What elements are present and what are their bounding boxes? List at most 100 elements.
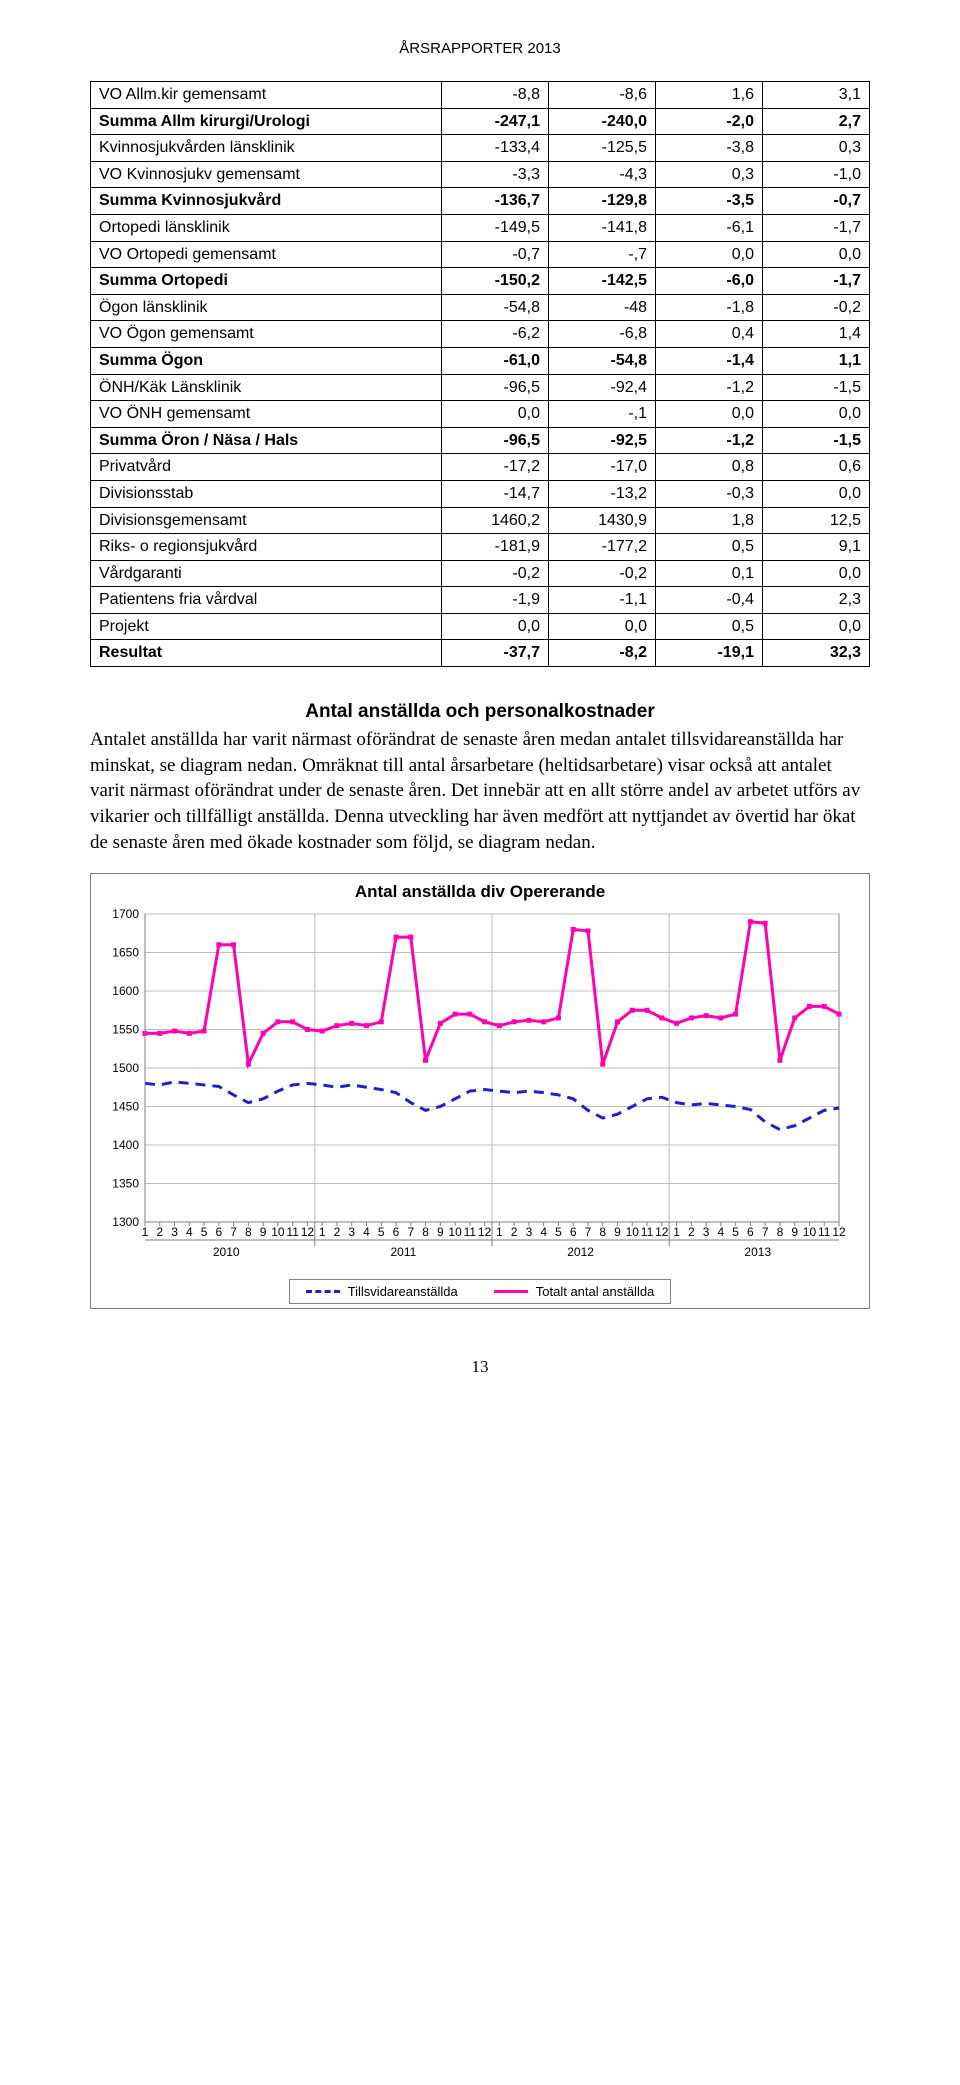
legend-swatch [306, 1290, 340, 1293]
row-value: -,1 [549, 401, 656, 428]
row-value: 9,1 [763, 534, 870, 561]
row-value: 3,1 [763, 82, 870, 109]
row-value: -6,8 [549, 321, 656, 348]
svg-text:7: 7 [407, 1225, 414, 1239]
body-text: Antalet anställda har varit närmast oför… [90, 727, 870, 855]
row-value: -92,5 [549, 427, 656, 454]
row-value: 1430,9 [549, 507, 656, 534]
row-value: -133,4 [442, 135, 549, 162]
svg-text:9: 9 [437, 1225, 444, 1239]
row-value: -8,8 [442, 82, 549, 109]
row-label: Summa Ögon [91, 347, 442, 374]
svg-text:11: 11 [818, 1225, 831, 1239]
table-row: Patientens fria vårdval-1,9-1,1-0,42,3 [91, 587, 870, 614]
svg-text:4: 4 [540, 1225, 547, 1239]
row-label: VO Ortopedi gemensamt [91, 241, 442, 268]
svg-text:7: 7 [585, 1225, 592, 1239]
svg-text:6: 6 [393, 1225, 400, 1239]
table-row: Divisionsstab-14,7-13,2-0,30,0 [91, 480, 870, 507]
row-value: -0,2 [442, 560, 549, 587]
row-label: Resultat [91, 640, 442, 667]
row-value: -142,5 [549, 268, 656, 295]
svg-text:1650: 1650 [112, 946, 139, 960]
svg-text:1550: 1550 [112, 1023, 139, 1037]
svg-text:1450: 1450 [112, 1100, 139, 1114]
table-row: VO Allm.kir gemensamt-8,8-8,61,63,1 [91, 82, 870, 109]
row-value: 1,6 [656, 82, 763, 109]
row-value: -6,0 [656, 268, 763, 295]
row-value: -,7 [549, 241, 656, 268]
legend-label: Tillsvidareanställda [348, 1284, 458, 1299]
svg-text:8: 8 [245, 1225, 252, 1239]
svg-text:1500: 1500 [112, 1061, 139, 1075]
svg-text:12: 12 [301, 1225, 315, 1239]
finance-table: VO Allm.kir gemensamt-8,8-8,61,63,1Summa… [90, 81, 870, 667]
row-value: -8,2 [549, 640, 656, 667]
row-value: 1,8 [656, 507, 763, 534]
svg-text:10: 10 [271, 1225, 285, 1239]
row-value: -92,4 [549, 374, 656, 401]
row-value: -1,4 [656, 347, 763, 374]
table-row: Summa Allm kirurgi/Urologi-247,1-240,0-2… [91, 108, 870, 135]
chart-title: Antal anställda div Opererande [99, 882, 861, 902]
row-value: -0,4 [656, 587, 763, 614]
svg-text:1: 1 [496, 1225, 503, 1239]
legend-label: Totalt antal anställda [536, 1284, 655, 1299]
row-value: -17,2 [442, 454, 549, 481]
row-label: VO Allm.kir gemensamt [91, 82, 442, 109]
table-row: Vårdgaranti-0,2-0,20,10,0 [91, 560, 870, 587]
svg-text:10: 10 [803, 1225, 817, 1239]
svg-text:2: 2 [334, 1225, 341, 1239]
svg-text:7: 7 [230, 1225, 237, 1239]
row-label: Summa Ortopedi [91, 268, 442, 295]
row-value: -48 [549, 294, 656, 321]
row-value: 0,0 [763, 613, 870, 640]
row-value: -181,9 [442, 534, 549, 561]
row-value: 12,5 [763, 507, 870, 534]
row-value: -19,1 [656, 640, 763, 667]
row-label: Summa Allm kirurgi/Urologi [91, 108, 442, 135]
svg-text:5: 5 [732, 1225, 739, 1239]
svg-text:1350: 1350 [112, 1177, 139, 1191]
table-row: Summa Ögon-61,0-54,8-1,41,1 [91, 347, 870, 374]
row-value: -1,8 [656, 294, 763, 321]
svg-text:2: 2 [156, 1225, 163, 1239]
svg-text:12: 12 [832, 1225, 846, 1239]
row-value: 32,3 [763, 640, 870, 667]
chart-legend: Tillsvidareanställda Totalt antal anställ… [289, 1279, 672, 1304]
row-label: VO Kvinnosjukv gemensamt [91, 161, 442, 188]
row-label: Patientens fria vårdval [91, 587, 442, 614]
row-value: -17,0 [549, 454, 656, 481]
section-title: Antal anställda och personalkostnader [90, 701, 870, 723]
row-value: -0,2 [549, 560, 656, 587]
row-label: Summa Öron / Näsa / Hals [91, 427, 442, 454]
svg-text:9: 9 [791, 1225, 798, 1239]
row-value: -1,5 [763, 427, 870, 454]
row-value: -6,2 [442, 321, 549, 348]
svg-text:11: 11 [286, 1225, 299, 1239]
page-number: 13 [90, 1357, 870, 1377]
row-value: 0,0 [656, 401, 763, 428]
svg-text:2012: 2012 [567, 1245, 594, 1259]
table-row: Summa Öron / Näsa / Hals-96,5-92,5-1,2-1… [91, 427, 870, 454]
row-value: 0,8 [656, 454, 763, 481]
svg-text:9: 9 [614, 1225, 621, 1239]
svg-text:4: 4 [186, 1225, 193, 1239]
row-value: 1,1 [763, 347, 870, 374]
row-value: 2,7 [763, 108, 870, 135]
row-value: 0,0 [656, 241, 763, 268]
svg-text:5: 5 [201, 1225, 208, 1239]
chart-svg: 1300135014001450150015501600165017001234… [99, 908, 849, 1268]
table-row: Privatvård-17,2-17,00,80,6 [91, 454, 870, 481]
svg-text:12: 12 [478, 1225, 492, 1239]
table-row: Summa Kvinnosjukvård-136,7-129,8-3,5-0,7 [91, 188, 870, 215]
row-label: Kvinnosjukvården länsklinik [91, 135, 442, 162]
row-value: -149,5 [442, 214, 549, 241]
svg-text:6: 6 [215, 1225, 222, 1239]
svg-text:5: 5 [378, 1225, 385, 1239]
row-value: -0,3 [656, 480, 763, 507]
row-value: -0,2 [763, 294, 870, 321]
table-row: Projekt0,00,00,50,0 [91, 613, 870, 640]
row-value: -2,0 [656, 108, 763, 135]
table-row: VO Kvinnosjukv gemensamt-3,3-4,30,3-1,0 [91, 161, 870, 188]
